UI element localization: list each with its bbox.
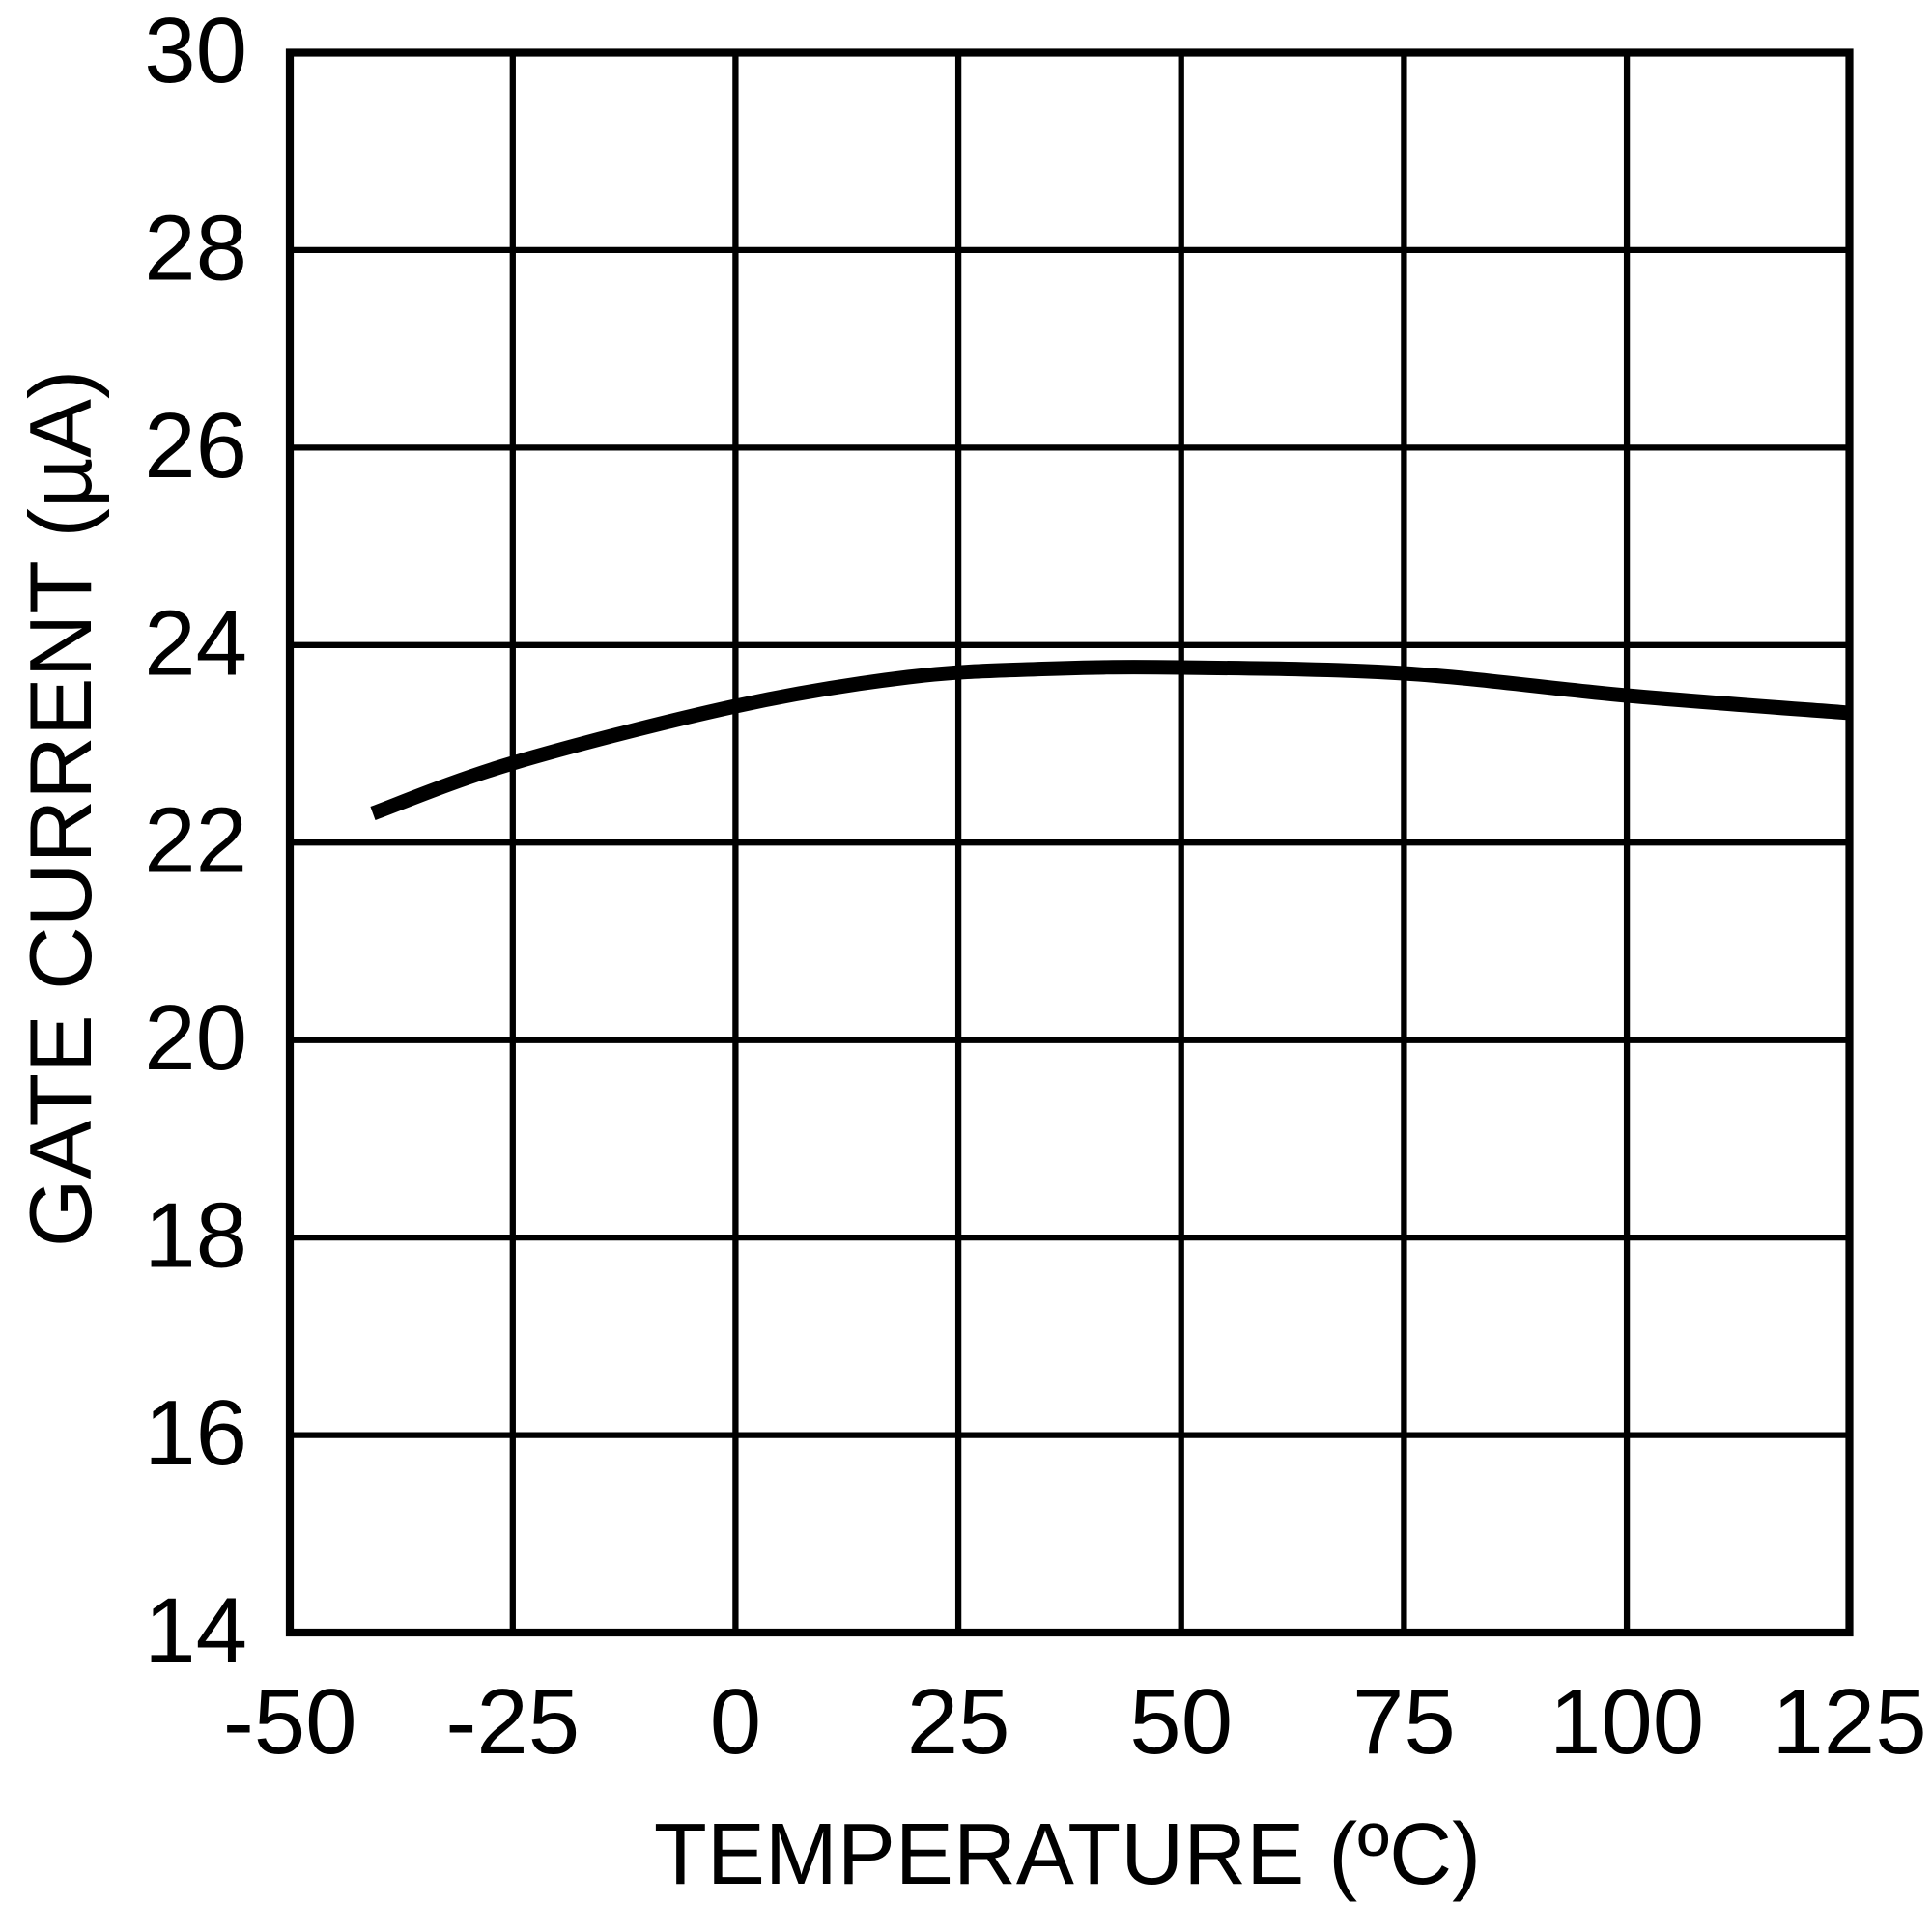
svg-text:0: 0 [710, 1670, 761, 1774]
svg-text:22: 22 [144, 789, 247, 893]
svg-text:125: 125 [1772, 1670, 1926, 1774]
svg-text:100: 100 [1549, 1670, 1704, 1774]
svg-text:20: 20 [144, 986, 247, 1090]
svg-text:-50: -50 [223, 1670, 357, 1774]
svg-text:-25: -25 [445, 1670, 580, 1774]
svg-text:16: 16 [144, 1381, 247, 1485]
svg-text:25: 25 [907, 1670, 1010, 1774]
svg-text:24: 24 [144, 591, 247, 695]
svg-text:75: 75 [1352, 1670, 1456, 1774]
svg-text:30: 30 [144, 0, 247, 102]
svg-text:50: 50 [1129, 1670, 1233, 1774]
svg-text:TEMPERATURE (ºC): TEMPERATURE (ºC) [654, 1806, 1481, 1903]
svg-text:28: 28 [144, 196, 247, 299]
svg-text:14: 14 [144, 1578, 247, 1682]
svg-text:GATE CURRENT (µA): GATE CURRENT (µA) [13, 370, 110, 1248]
svg-text:18: 18 [144, 1184, 247, 1288]
svg-text:26: 26 [144, 394, 247, 497]
